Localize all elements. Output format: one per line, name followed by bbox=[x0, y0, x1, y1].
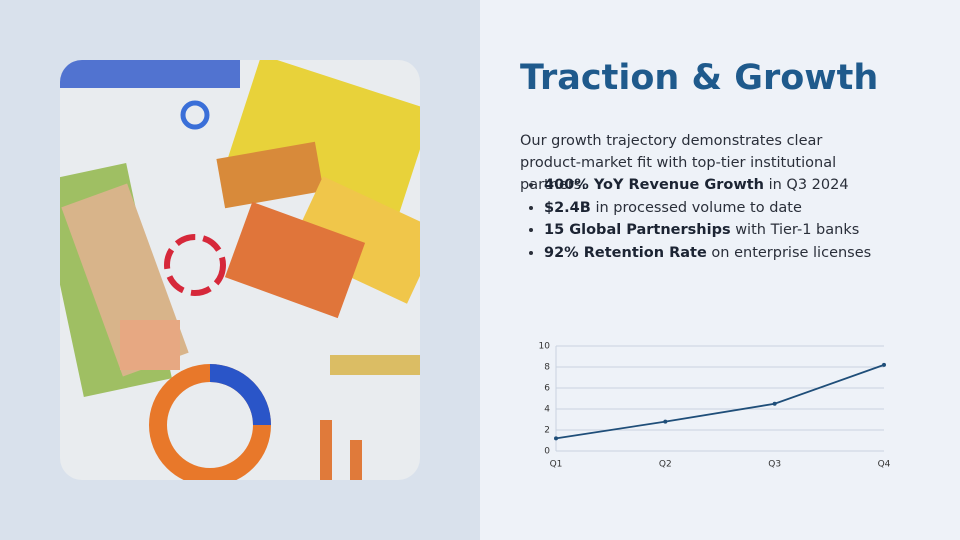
x-tick-label: Q3 bbox=[768, 460, 781, 470]
bullet-text: in processed volume to date bbox=[595, 199, 802, 216]
bullet-bold: 400% YoY Revenue Growth bbox=[544, 177, 764, 193]
bullet-bold: $2.4B bbox=[544, 199, 591, 216]
bullet-text: in Q3 2024 bbox=[768, 177, 849, 193]
point bbox=[554, 436, 558, 441]
point bbox=[772, 401, 777, 406]
y-tick-label: 4 bbox=[544, 405, 550, 415]
point bbox=[663, 419, 668, 424]
bullet: 400% YoY Revenue Growth in Q3 2024 bbox=[544, 174, 871, 197]
bullet-bold: 15 Global Partnerships bbox=[544, 222, 731, 238]
bullet-bold: 92% Retention Rate bbox=[544, 244, 707, 261]
bullet-text: with Tier-1 banks bbox=[735, 222, 860, 238]
y-tick-label: 8 bbox=[544, 363, 550, 373]
title: Traction & Growth bbox=[520, 58, 879, 98]
bullet-text: on enterprise licenses bbox=[711, 244, 872, 261]
x-tick-label: Q1 bbox=[550, 460, 563, 470]
chart: 0 2 4 6 8 10 Q1 Q2 Q3 Q4 bbox=[539, 342, 891, 470]
y-tick-label: 2 bbox=[544, 426, 550, 436]
x-tick-label: Q2 bbox=[659, 460, 672, 470]
point bbox=[882, 362, 886, 367]
line bbox=[555, 364, 885, 440]
bullet: 15 Global Partnerships with Tier-1 banks bbox=[544, 219, 871, 242]
bullet-list: 400% YoY Revenue Growth in Q3 2024 $2.4B… bbox=[520, 174, 871, 264]
photo bbox=[60, 60, 420, 480]
y-tick-label: 6 bbox=[544, 384, 550, 394]
intro: Our growth trajectory demonstrates clear… bbox=[520, 133, 837, 193]
bullet: $2.4B in processed volume to date bbox=[544, 197, 871, 220]
y-tick-label: 0 bbox=[544, 447, 550, 457]
x-tick-label: Q4 bbox=[878, 460, 891, 470]
bullet: 92% Retention Rate on enterprise license… bbox=[544, 242, 871, 265]
y-tick-label: 10 bbox=[539, 342, 551, 352]
